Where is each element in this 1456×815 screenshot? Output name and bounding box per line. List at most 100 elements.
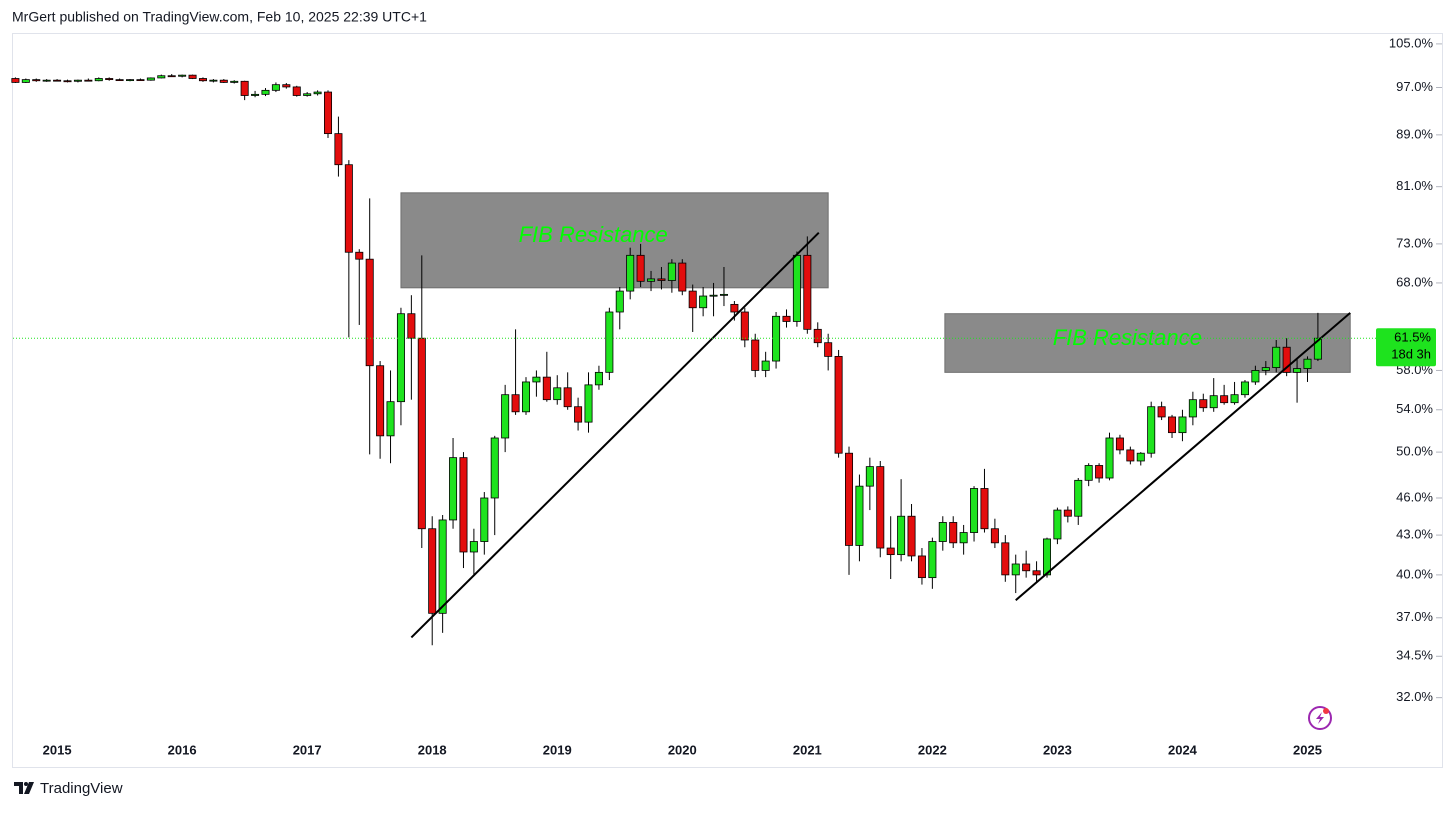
candle-body [303,93,312,96]
candle-body [782,315,791,322]
candle-body [282,84,291,88]
y-tick-label: 68.0% [1396,274,1433,289]
candle-body [136,79,145,82]
candle-body [407,313,416,339]
candle-body [1032,570,1041,576]
candle-body [813,328,822,344]
candle-body [1063,509,1072,517]
candle-body [574,406,583,423]
footer-brand: TradingView [40,780,123,797]
candle-body [605,311,614,373]
y-tick-label: 73.0% [1396,235,1433,250]
x-tick-label: 2025 [1293,742,1322,757]
candle-body [1313,337,1322,360]
candle-body [1178,416,1187,434]
candle-body [188,74,197,79]
candle-body [970,488,979,533]
candle-body [917,555,926,579]
x-tick-label: 2017 [293,742,322,757]
snapshot-icon [1308,706,1332,730]
candle-body [490,437,499,499]
x-tick-label: 2022 [918,742,947,757]
candle-body [1199,399,1208,409]
candle-body [1293,368,1302,373]
candle-body [271,84,280,91]
candle-body [959,532,968,544]
candle-body [1251,370,1260,383]
candle-body [84,79,93,82]
y-tick-label: 54.0% [1396,401,1433,416]
candle-body [1011,563,1020,576]
candle-body [511,394,520,413]
candle-body [751,339,760,371]
candle-body [824,342,833,357]
candle-body [94,78,103,82]
candle-body [469,541,478,553]
x-tick-label: 2024 [1168,742,1198,757]
y-tick-label: 37.0% [1396,609,1433,624]
candle-body [63,80,72,83]
candle-body [647,278,656,282]
candle-body [1272,346,1281,369]
candle-body [198,78,207,82]
candle-body [1282,346,1291,373]
x-tick-label: 2018 [418,742,447,757]
candle-body [709,294,718,297]
candle-body [886,547,895,556]
candle-body [1084,465,1093,481]
candle-body [855,485,864,546]
candle-body [907,515,916,557]
trendline [410,231,820,639]
candle-body [42,79,51,82]
candle-body [1042,538,1051,576]
candle-body [240,80,249,96]
candle-body [11,78,20,83]
candle-body [292,86,301,96]
candle-body [636,254,645,282]
candle-body [178,74,187,77]
fib-resistance-zone [400,192,829,289]
candle-body [834,355,843,454]
candle-body [553,387,562,401]
x-tick-label: 2023 [1043,742,1072,757]
last-price-label: 61.5% [1394,330,1431,345]
candle-body [532,376,541,383]
x-tick-label: 2019 [543,742,572,757]
candle-body [1095,465,1104,479]
candle-body [521,381,530,413]
candle-body [1240,381,1249,396]
candle-body [251,93,260,96]
publisher-header: MrGert published on TradingView.com, Feb… [12,9,427,25]
y-tick-label: 50.0% [1396,444,1433,459]
candle-body [542,376,551,401]
candle-body [334,133,343,166]
trendline [1015,312,1351,601]
candle-body [167,75,176,78]
y-tick-label: 89.0% [1396,126,1433,141]
candle-body [876,466,885,549]
candle-body [449,457,458,521]
candle-body [480,497,489,542]
candle-body [928,541,937,579]
candle-body [157,75,166,79]
candle-body [1136,452,1145,462]
candle-body [219,79,228,83]
candle-body [1303,358,1312,369]
candle-body [396,313,405,403]
y-tick-label: 34.5% [1396,648,1433,663]
candle-body [563,387,572,408]
x-tick-label: 2020 [668,742,697,757]
x-tick-label: 2015 [43,742,72,757]
candle-body [667,262,676,281]
candle-body [438,519,447,614]
candle-body [230,80,239,83]
candle-body [146,77,155,81]
candle-body [699,295,708,309]
candle-body [126,79,135,82]
candle-body [376,365,385,437]
candle-body [1168,416,1177,434]
candle-body [1115,437,1124,451]
candle-body [1074,479,1083,517]
